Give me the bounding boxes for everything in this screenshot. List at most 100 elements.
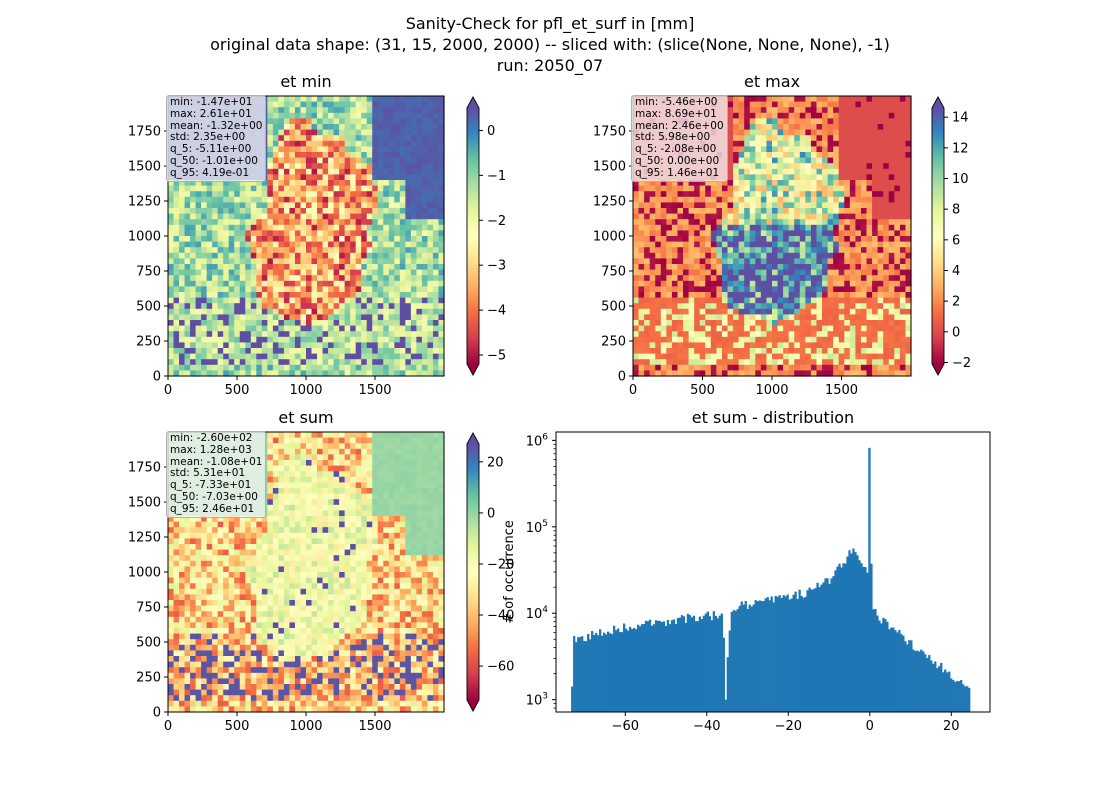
heatmap-cell <box>184 292 191 299</box>
heatmap-cell <box>894 196 901 203</box>
heatmap-cell <box>272 140 279 147</box>
heatmap-cell <box>810 202 818 209</box>
heatmap-cell <box>245 213 252 220</box>
heatmap-cell <box>899 314 907 321</box>
heatmap-cell <box>421 314 429 321</box>
heatmap-cell <box>289 275 296 282</box>
heatmap-cell <box>749 230 756 237</box>
heatmap-cell <box>888 303 895 310</box>
heatmap-cell <box>822 208 829 215</box>
heatmap-cell <box>311 118 318 125</box>
heatmap-cell <box>683 314 690 321</box>
heatmap-cell <box>710 303 717 310</box>
heatmap-cell <box>306 269 313 276</box>
heatmap-cell <box>633 247 640 254</box>
heatmap-cell <box>860 140 868 147</box>
heatmap-cell <box>228 247 235 254</box>
heatmap-cell <box>655 213 662 220</box>
heatmap-cell <box>688 336 695 343</box>
heatmap-cell <box>272 241 279 248</box>
heatmap-cell <box>749 303 756 310</box>
heatmap-cell <box>377 297 384 304</box>
heatmap-cell <box>744 118 751 125</box>
heatmap-cell <box>783 303 790 310</box>
heatmap-cell <box>289 174 296 181</box>
heatmap-cell <box>660 331 667 338</box>
heatmap-cell <box>816 269 823 276</box>
heatmap-cell <box>405 241 412 248</box>
heatmap-cell <box>860 224 868 231</box>
heatmap-cell <box>721 314 729 321</box>
heatmap-cell <box>777 118 784 125</box>
heatmap-cell <box>223 348 230 355</box>
heatmap-cell <box>267 191 274 198</box>
heatmap-cell <box>816 359 823 366</box>
heatmap-cell <box>899 174 907 181</box>
heatmap-cell <box>816 185 823 192</box>
heatmap-cell <box>833 202 840 209</box>
heatmap-cell <box>366 129 373 136</box>
heatmap-cell <box>410 336 417 343</box>
heatmap-cell <box>760 348 768 355</box>
heatmap-cell <box>849 118 856 125</box>
heatmap-cell <box>416 297 423 304</box>
heatmap-cell <box>783 163 790 170</box>
heatmap-cell <box>866 129 873 136</box>
heatmap-cell <box>278 219 285 226</box>
heatmap-cell <box>822 280 829 287</box>
heatmap-cell <box>794 241 801 248</box>
heatmap-cell <box>223 208 230 215</box>
heatmap-cell <box>195 230 202 237</box>
heatmap-cell <box>877 163 884 170</box>
heatmap-cell <box>783 124 790 131</box>
heatmap-cell <box>245 336 252 343</box>
heatmap-cell <box>738 224 745 231</box>
heatmap-cell <box>438 191 445 198</box>
heatmap-cell <box>217 185 224 192</box>
heatmap-cell <box>339 241 346 248</box>
heatmap-cell <box>755 124 762 131</box>
heatmap-cell <box>710 348 717 355</box>
heatmap-cell <box>317 286 324 293</box>
heatmap-cell <box>333 359 340 366</box>
heatmap-cell <box>300 280 307 287</box>
heatmap-cell <box>883 230 890 237</box>
heatmap-cell <box>683 264 690 271</box>
heatmap-cell <box>716 292 723 299</box>
heatmap-cell <box>377 224 384 231</box>
heatmap-cell <box>744 202 751 209</box>
heatmap-cell <box>644 342 651 349</box>
heatmap-cell <box>361 118 368 125</box>
heatmap-cell <box>827 236 834 243</box>
heatmap-cell <box>410 325 417 332</box>
heatmap-cell <box>289 185 296 192</box>
heatmap-cell <box>294 320 302 327</box>
heatmap-cell <box>339 370 346 377</box>
heatmap-cell <box>278 264 285 271</box>
heatmap-cell <box>877 185 884 192</box>
heatmap-cell <box>799 252 806 259</box>
heatmap-cell <box>361 196 368 203</box>
heatmap-cell <box>716 230 723 237</box>
heatmap-cell <box>899 191 907 198</box>
heatmap-cell <box>727 258 734 265</box>
heatmap-cell <box>710 297 717 304</box>
heatmap-cell <box>860 348 868 355</box>
heatmap-cell <box>733 224 740 231</box>
heatmap-cell <box>179 219 186 226</box>
heatmap-cell <box>427 308 434 315</box>
heatmap-cell <box>421 258 429 265</box>
heatmap-cell <box>261 370 268 377</box>
heatmap-cell <box>872 157 879 164</box>
heatmap-cell <box>888 174 895 181</box>
heatmap-cell <box>223 252 230 259</box>
heatmap-cell <box>872 146 879 153</box>
heatmap-cell <box>866 180 873 187</box>
heatmap-cell <box>195 292 202 299</box>
heatmap-cell <box>883 168 890 175</box>
heatmap-cell <box>228 275 235 282</box>
heatmap-cell <box>710 325 717 332</box>
heatmap-cell <box>317 292 324 299</box>
stat-line: min: -1.47e+01 <box>170 96 253 108</box>
heatmap-cell <box>677 180 684 187</box>
